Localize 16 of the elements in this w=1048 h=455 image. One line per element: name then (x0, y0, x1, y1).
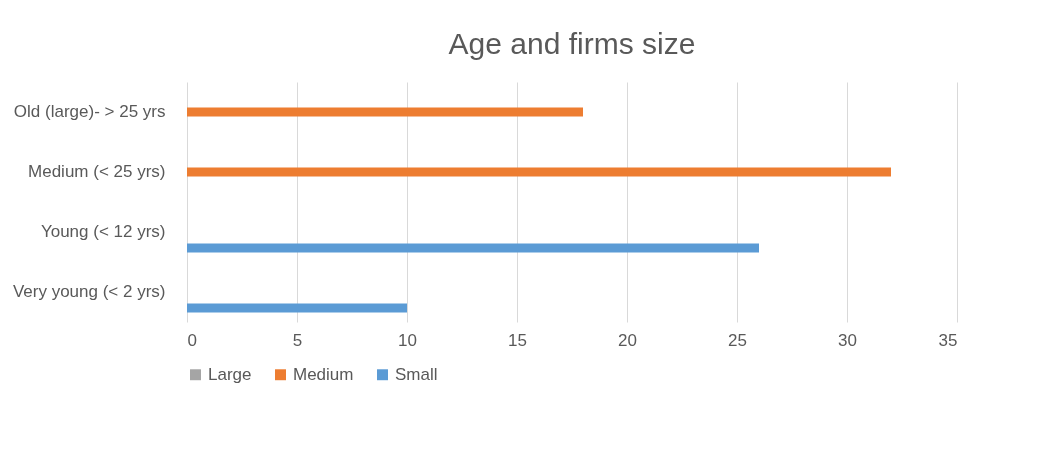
legend-label: Large (208, 364, 252, 384)
x-tick-label: 0 (187, 330, 197, 350)
y-tick-label: Old (large)- > 25 yrs (13, 102, 166, 121)
y-tick-label: Very young (< 2 yrs) (12, 282, 166, 301)
x-tick-label: 35 (938, 330, 958, 350)
x-tick-label: 20 (618, 330, 637, 350)
chart-title: Age and firms size (448, 27, 696, 60)
x-tick-label: 25 (728, 330, 747, 350)
legend-label: Small (395, 364, 438, 384)
x-tick-label: 30 (838, 330, 857, 350)
x-tick-label: 15 (508, 330, 527, 350)
legend-label: Medium (293, 364, 354, 384)
x-tick-label: 5 (292, 330, 303, 350)
y-tick-label: Medium (< 25 yrs) (28, 162, 166, 181)
x-tick-label: 10 (398, 330, 417, 350)
y-tick-label: Young (< 12 yrs) (40, 222, 166, 241)
